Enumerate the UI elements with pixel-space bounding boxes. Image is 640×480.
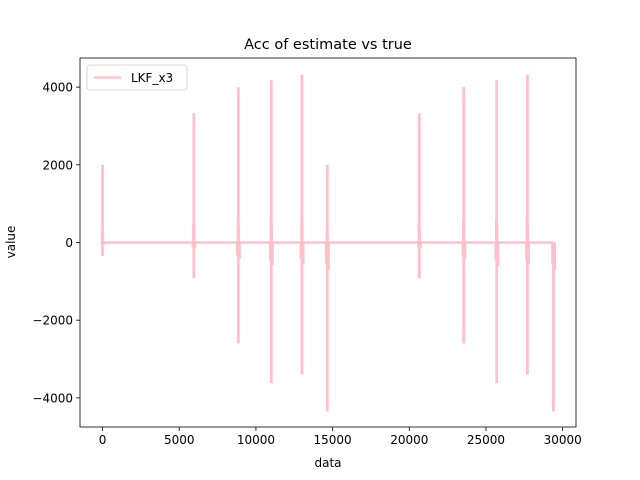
y-tick-label: 2000: [42, 158, 73, 172]
x-tick-label: 5000: [164, 433, 195, 447]
x-tick-label: 15000: [314, 433, 352, 447]
y-tick-label: −4000: [32, 391, 73, 405]
x-axis-label: data: [314, 456, 341, 470]
y-tick-label: 0: [65, 236, 73, 250]
series-lines: [100, 74, 557, 412]
y-axis-label: value: [4, 226, 18, 259]
x-tick-label: 0: [99, 433, 107, 447]
x-tick-label: 25000: [467, 433, 505, 447]
legend-box: [86, 64, 188, 91]
x-tick-label: 20000: [390, 433, 428, 447]
y-tick-label: −2000: [32, 314, 73, 328]
legend: LKF_x3: [86, 64, 188, 91]
x-axis: 0 5000 10000 15000 20000 25000 30000: [99, 427, 582, 447]
chart-title: Acc of estimate vs true: [244, 37, 412, 53]
x-tick-label: 30000: [544, 433, 582, 447]
legend-label: LKF_x3: [131, 71, 173, 85]
x-tick-label: 10000: [237, 433, 275, 447]
y-tick-label: 4000: [42, 81, 73, 95]
y-axis: −4000 −2000 0 2000 4000: [32, 81, 80, 405]
